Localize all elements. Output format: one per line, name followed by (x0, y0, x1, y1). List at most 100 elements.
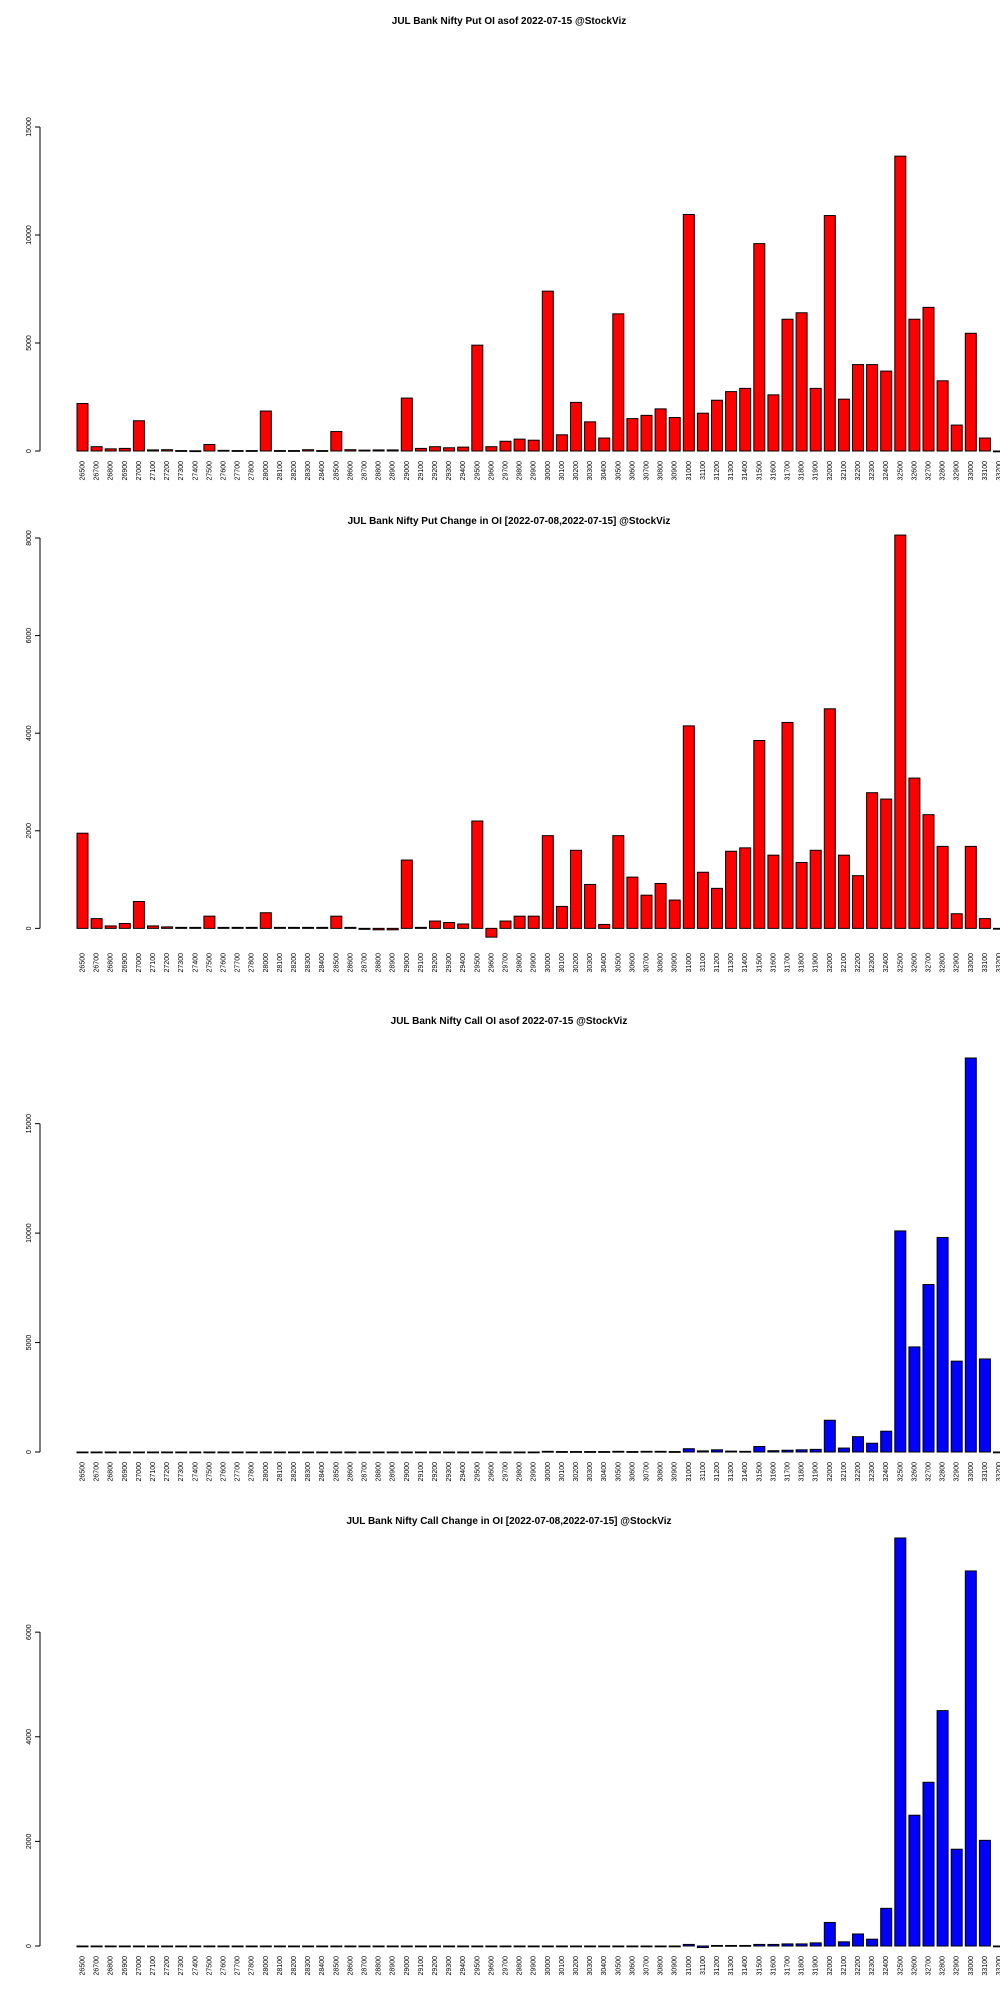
x-tick-label: 33000 (968, 461, 975, 481)
x-tick-label: 31900 (813, 1956, 820, 1976)
bar-28900 (386, 927, 399, 931)
bar-29200 (429, 1945, 441, 1948)
bar-28800 (372, 927, 385, 931)
x-tick-label: 31100 (700, 953, 707, 972)
bar-27700 (231, 926, 244, 929)
bar-30300 (584, 1945, 597, 1948)
bar-33000 (964, 1570, 977, 1947)
x-tick-label: 32300 (869, 461, 876, 481)
bar-31900 (809, 387, 822, 452)
x-tick-label: 27600 (221, 1462, 228, 1482)
bar-32800 (936, 1710, 949, 1947)
bar-27100 (147, 1945, 159, 1948)
x-tick-label: 29600 (488, 1956, 495, 1976)
bar-31200 (711, 1944, 723, 1947)
bar-33200 (993, 1945, 1000, 1948)
bar-29600 (485, 1945, 498, 1948)
bar-30800 (654, 408, 667, 452)
bar-30100 (555, 434, 568, 452)
bar-27200 (161, 926, 174, 929)
x-tick-label: 30300 (587, 461, 594, 481)
bar-26900 (118, 922, 131, 929)
bar-29500 (471, 1451, 484, 1454)
y-tick-label: 5000 (26, 335, 33, 351)
bar-27700 (231, 450, 244, 452)
x-tick-label: 33000 (968, 953, 975, 973)
x-tick-label: 29600 (488, 1462, 495, 1482)
bar-30600 (626, 1451, 639, 1453)
y-tick-label: 0 (26, 449, 33, 453)
y-tick-label: 10000 (26, 225, 33, 245)
x-tick-label: 32900 (954, 1956, 961, 1976)
x-tick-label: 26900 (122, 953, 129, 973)
bar-30000 (541, 835, 554, 929)
x-tick-label: 30700 (644, 461, 651, 481)
x-tick-label: 31800 (799, 953, 806, 973)
x-tick-label: 27600 (221, 461, 228, 481)
bar-28700 (358, 927, 371, 930)
bar-27800 (245, 1451, 258, 1454)
x-tick-label: 31100 (700, 1956, 707, 1975)
bar-28300 (302, 1451, 315, 1454)
bar-29000 (400, 1451, 413, 1454)
bar-33100 (978, 918, 991, 929)
x-tick-label: 31900 (813, 953, 820, 973)
x-tick-label: 32900 (954, 461, 961, 481)
bar-29400 (457, 1451, 470, 1454)
x-tick-label: 29600 (488, 953, 495, 973)
bar-29000 (400, 1945, 413, 1948)
bar-26700 (90, 1451, 103, 1454)
bar-32700 (922, 1284, 935, 1453)
x-tick-label: 28900 (390, 1462, 397, 1482)
bar-30900 (668, 417, 681, 452)
bar-28000 (259, 1945, 272, 1948)
bar-26800 (104, 448, 117, 452)
bar-32500 (894, 1230, 907, 1453)
bar-29800 (513, 438, 526, 452)
bar-29700 (499, 1451, 512, 1454)
bar-29200 (429, 446, 441, 452)
bar-26800 (104, 925, 117, 929)
y-tick-label: 15000 (26, 1114, 33, 1134)
x-tick-label: 26900 (122, 1462, 129, 1482)
bar-32200 (852, 1933, 864, 1947)
x-tick-label: 31900 (813, 461, 820, 481)
x-tick-label: 30400 (601, 953, 608, 973)
x-tick-label: 31100 (700, 461, 707, 480)
bar-33200 (993, 450, 1000, 453)
y-tick-label: 15000 (26, 117, 33, 137)
bar-33000 (964, 845, 977, 929)
x-tick-label: 29700 (503, 1956, 510, 1976)
y-tick-label: 4000 (26, 725, 33, 741)
x-tick-label: 28100 (277, 953, 284, 973)
x-tick-label: 27600 (221, 953, 228, 973)
bar-29000 (400, 397, 413, 452)
x-tick-label: 30800 (658, 1462, 665, 1482)
x-tick-label: 31400 (742, 953, 749, 973)
bar-31900 (809, 1448, 822, 1453)
bar-29100 (414, 1945, 427, 1948)
bar-31800 (795, 312, 808, 452)
bar-29300 (443, 1945, 456, 1948)
x-tick-label: 32200 (855, 1956, 862, 1976)
x-tick-label: 26500 (80, 953, 87, 973)
bar-28600 (344, 1945, 357, 1948)
bar-30400 (598, 1945, 611, 1948)
bar-31100 (696, 412, 709, 452)
bar-27700 (231, 1451, 244, 1454)
y-tick-label: 0 (26, 1944, 33, 1948)
bar-26500 (76, 1945, 89, 1948)
x-tick-label: 29800 (517, 953, 524, 973)
bar-32800 (936, 1236, 949, 1453)
bar-33000 (964, 332, 977, 452)
bar-31300 (725, 1450, 738, 1453)
bar-30900 (668, 899, 681, 929)
x-tick-label: 30000 (545, 1956, 552, 1976)
x-tick-label: 32000 (827, 1956, 834, 1976)
x-tick-label: 32700 (926, 461, 933, 481)
bar-26800 (104, 1451, 117, 1454)
x-tick-label: 32000 (827, 953, 834, 973)
bar-31000 (682, 1448, 695, 1453)
bar-31700 (781, 318, 794, 452)
bar-32400 (880, 1907, 893, 1947)
